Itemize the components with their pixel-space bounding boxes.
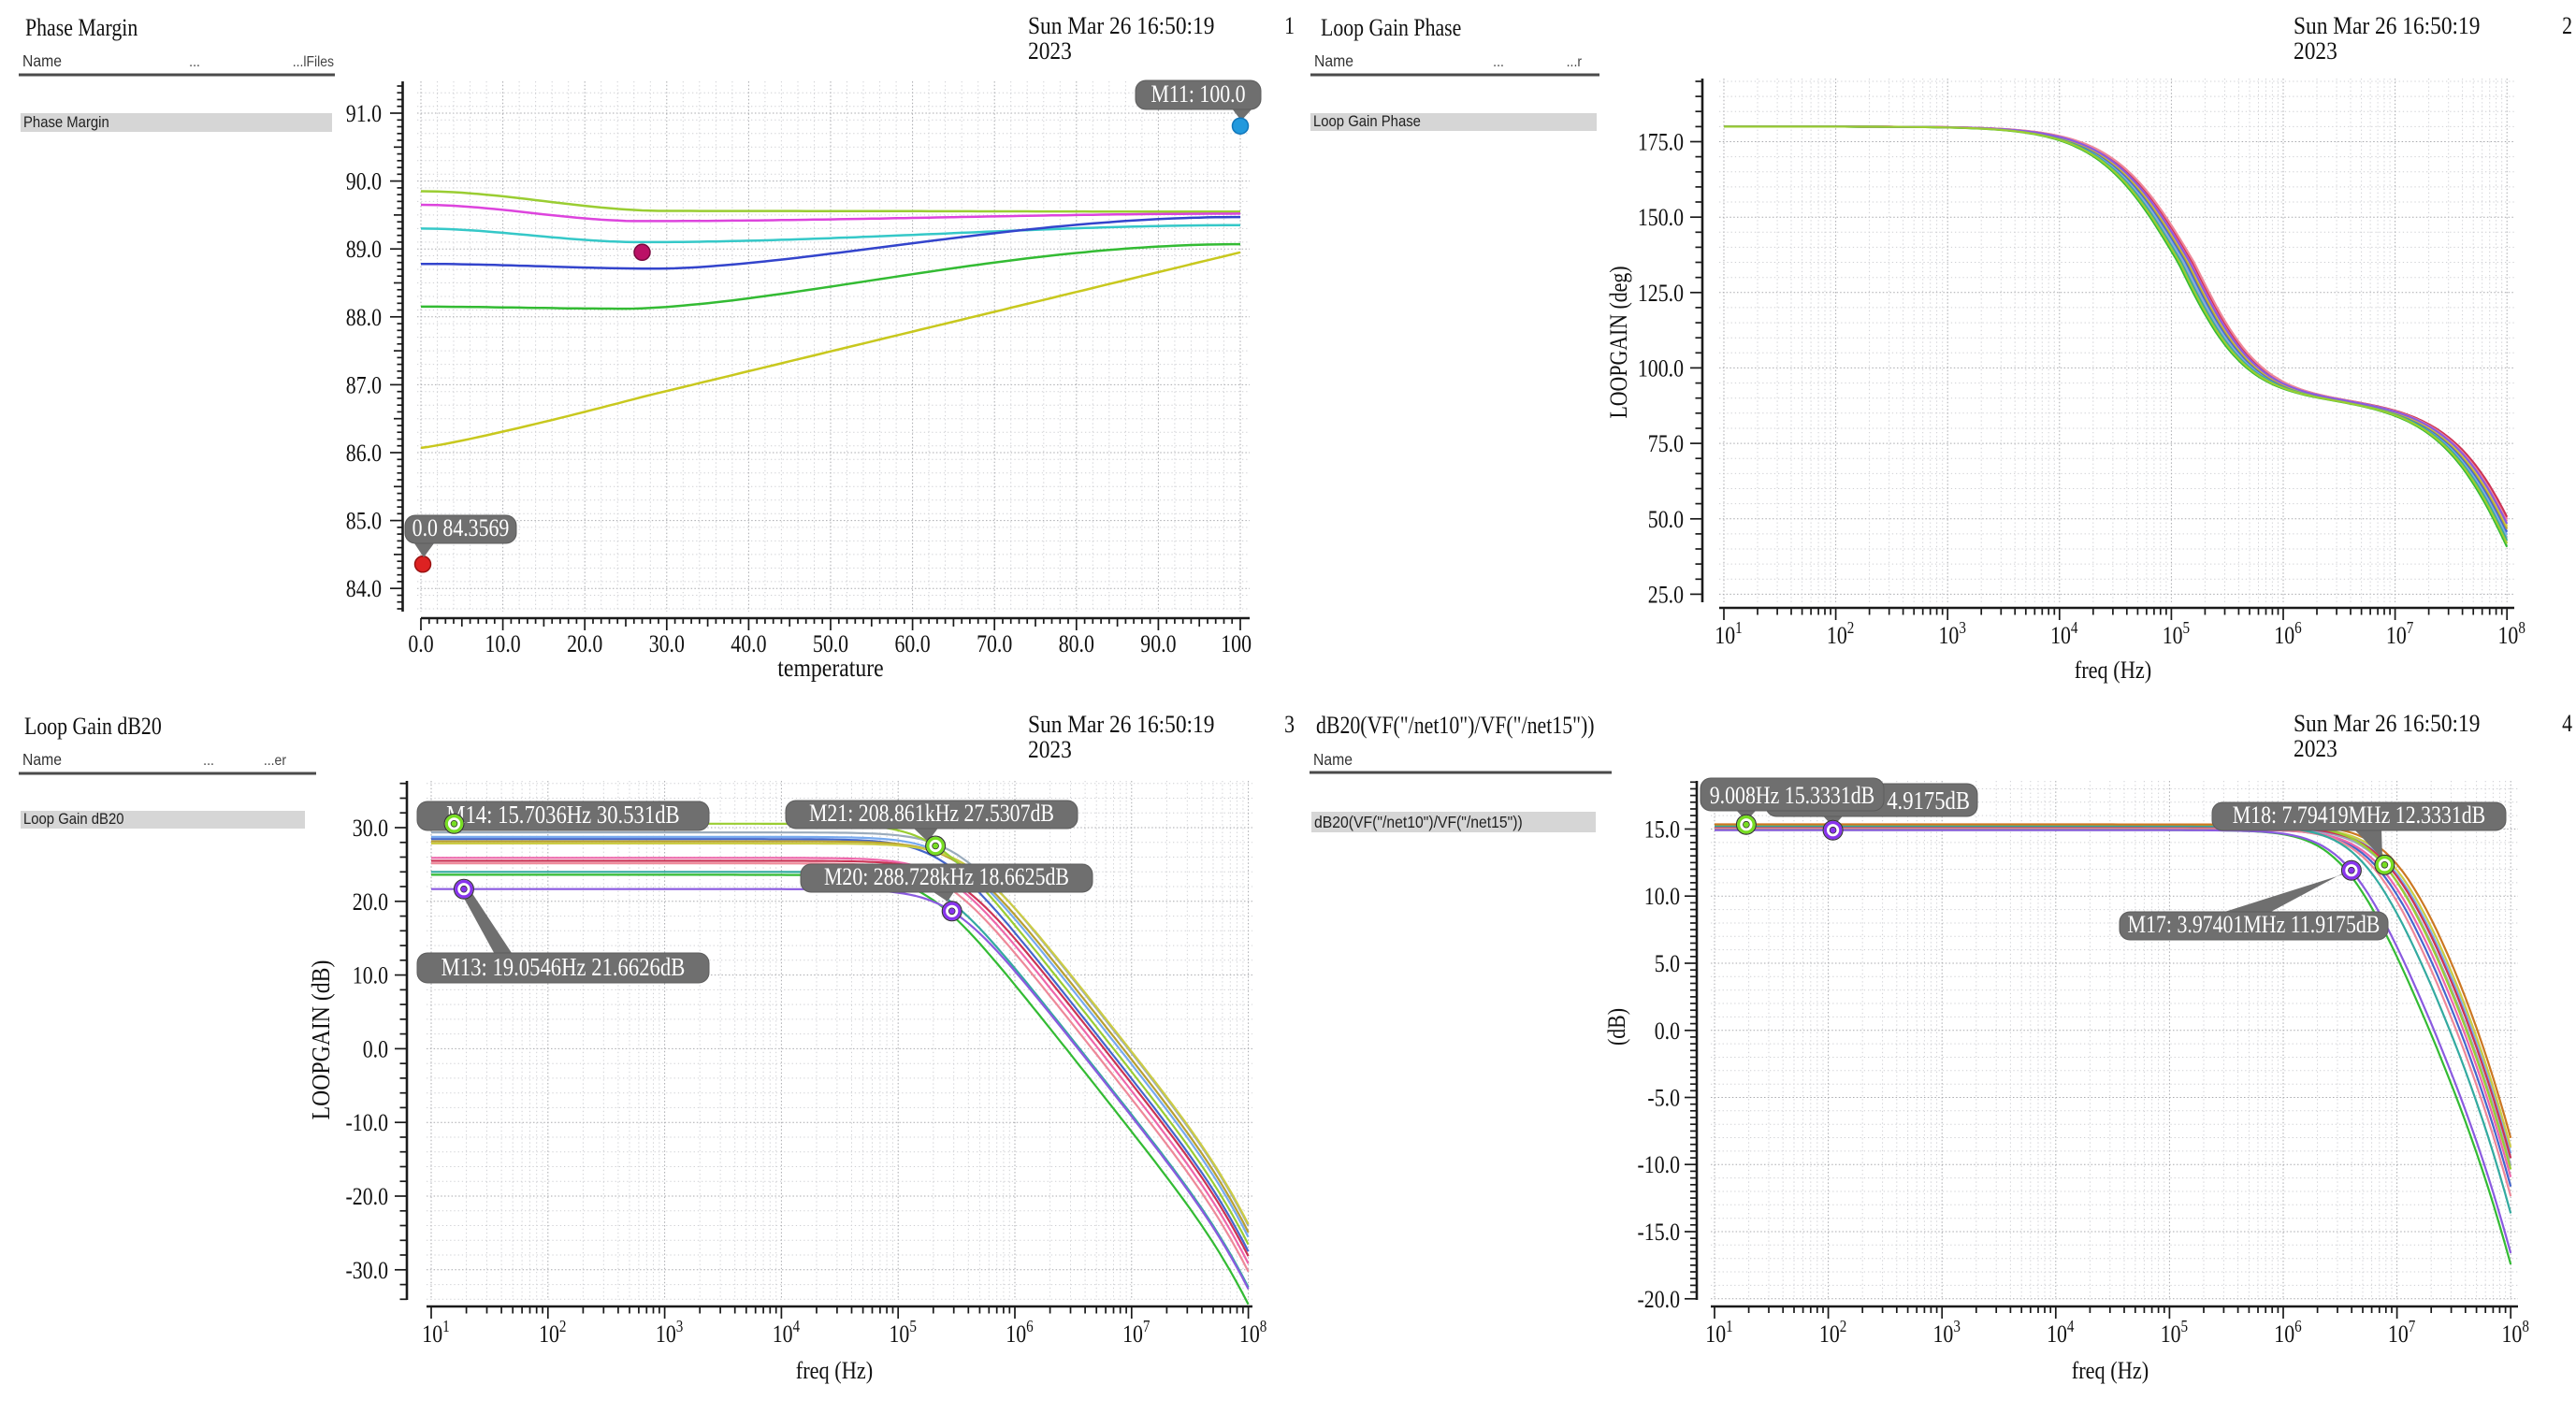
svg-text:4.9175dB: 4.9175dB — [1887, 787, 1970, 815]
svg-text:0.0: 0.0 — [1655, 1018, 1680, 1045]
svg-text:LOOPGAIN (dB): LOOPGAIN (dB) — [307, 960, 336, 1120]
svg-text:M18: 7.79419MHz 12.3331dB: M18: 7.79419MHz 12.3331dB — [2233, 802, 2485, 829]
svg-text:-30.0: -30.0 — [346, 1258, 388, 1284]
svg-text:-10.0: -10.0 — [346, 1111, 388, 1137]
svg-text:106: 106 — [2274, 618, 2301, 650]
svg-text:70.0: 70.0 — [977, 631, 1012, 657]
svg-text:4: 4 — [2562, 711, 2572, 737]
svg-text:102: 102 — [1819, 1317, 1846, 1349]
svg-text:2023: 2023 — [2294, 38, 2337, 65]
svg-text:9.008Hz 15.3331dB: 9.008Hz 15.3331dB — [1710, 783, 1874, 809]
svg-text:0.0: 0.0 — [408, 631, 433, 657]
svg-text:40.0: 40.0 — [731, 631, 766, 657]
svg-text:15.0: 15.0 — [1644, 817, 1680, 844]
svg-text:90.0: 90.0 — [346, 169, 382, 195]
svg-text:freq (Hz): freq (Hz) — [2075, 656, 2152, 684]
svg-text:temperature: temperature — [777, 654, 883, 683]
svg-text:Name: Name — [1313, 750, 1353, 769]
svg-text:30.0: 30.0 — [649, 631, 685, 657]
svg-text:Phase Margin: Phase Margin — [23, 114, 109, 131]
svg-text:20.0: 20.0 — [567, 631, 602, 657]
svg-text:...: ... — [189, 53, 200, 70]
svg-text:20.0: 20.0 — [353, 889, 388, 916]
svg-text:dB20(VF("/net10")/VF("/net15"): dB20(VF("/net10")/VF("/net15")) — [1316, 713, 1595, 739]
svg-text:91.0: 91.0 — [346, 101, 382, 127]
svg-text:-20.0: -20.0 — [346, 1184, 388, 1210]
svg-text:Name: Name — [22, 51, 62, 70]
svg-text:...r: ...r — [1567, 53, 1582, 70]
svg-text:M17: 3.97401MHz 11.9175dB: M17: 3.97401MHz 11.9175dB — [2128, 912, 2381, 938]
svg-text:M20: 288.728kHz 18.6625dB: M20: 288.728kHz 18.6625dB — [824, 864, 1069, 890]
svg-text:M11: 100.0: M11: 100.0 — [1151, 81, 1245, 108]
svg-text:(dB): (dB) — [1604, 1008, 1630, 1046]
svg-text:Loop Gain Phase: Loop Gain Phase — [1321, 15, 1461, 41]
svg-text:-20.0: -20.0 — [1638, 1287, 1680, 1313]
svg-text:50.0: 50.0 — [813, 631, 848, 657]
svg-text:Sun Mar 26 16:50:19: Sun Mar 26 16:50:19 — [1028, 712, 1214, 738]
svg-text:Phase Margin: Phase Margin — [25, 15, 137, 41]
svg-text:75.0: 75.0 — [1648, 431, 1684, 457]
svg-text:-10.0: -10.0 — [1638, 1153, 1680, 1179]
svg-text:10.0: 10.0 — [353, 963, 388, 989]
svg-text:2023: 2023 — [1028, 38, 1072, 65]
svg-text:freq (Hz): freq (Hz) — [2072, 1357, 2149, 1384]
svg-text:LOOPGAIN (deg): LOOPGAIN (deg) — [1606, 266, 1632, 418]
svg-text:2023: 2023 — [1028, 737, 1072, 763]
svg-text:102: 102 — [1827, 618, 1854, 650]
svg-text:-5.0: -5.0 — [1647, 1086, 1680, 1112]
svg-text:89.0: 89.0 — [346, 238, 382, 264]
svg-text:Sun Mar 26 16:50:19: Sun Mar 26 16:50:19 — [2294, 13, 2480, 39]
svg-text:M13: 19.0546Hz 21.6626dB: M13: 19.0546Hz 21.6626dB — [441, 954, 686, 981]
svg-text:87.0: 87.0 — [346, 373, 382, 399]
svg-text:...: ... — [203, 752, 214, 769]
svg-text:Name: Name — [1314, 51, 1353, 70]
svg-text:freq (Hz): freq (Hz) — [796, 1357, 874, 1384]
svg-text:Loop Gain dB20: Loop Gain dB20 — [23, 811, 124, 828]
svg-text:150.0: 150.0 — [1638, 206, 1684, 232]
svg-text:...: ... — [1493, 53, 1504, 70]
svg-text:Loop Gain dB20: Loop Gain dB20 — [24, 714, 162, 740]
svg-text:10.0: 10.0 — [1644, 885, 1680, 911]
svg-text:Name: Name — [22, 750, 62, 769]
svg-text:2023: 2023 — [2294, 736, 2337, 762]
svg-text:85.0: 85.0 — [346, 509, 382, 535]
svg-text:Loop Gain Phase: Loop Gain Phase — [1313, 113, 1421, 130]
svg-text:50.0: 50.0 — [1648, 507, 1684, 533]
svg-text:90.0: 90.0 — [1140, 631, 1176, 657]
svg-text:80.0: 80.0 — [1059, 631, 1094, 657]
svg-text:...er: ...er — [264, 752, 286, 769]
svg-text:1: 1 — [1284, 13, 1295, 39]
svg-text:...lFiles: ...lFiles — [293, 53, 334, 70]
svg-text:0.0: 0.0 — [363, 1037, 388, 1063]
svg-text:0.0 84.3569: 0.0 84.3569 — [412, 515, 510, 541]
svg-text:60.0: 60.0 — [894, 631, 930, 657]
svg-text:-15.0: -15.0 — [1638, 1219, 1680, 1246]
svg-text:100.0: 100.0 — [1638, 356, 1684, 382]
svg-text:105: 105 — [890, 1317, 917, 1349]
svg-text:dB20(VF("/net10")/VF("/net15"): dB20(VF("/net10")/VF("/net15")) — [1314, 813, 1523, 831]
svg-text:175.0: 175.0 — [1638, 130, 1684, 156]
svg-text:Sun Mar 26 16:50:19: Sun Mar 26 16:50:19 — [1028, 13, 1214, 39]
svg-text:100: 100 — [1221, 631, 1252, 657]
svg-text:84.0: 84.0 — [346, 577, 382, 603]
svg-text:10.0: 10.0 — [485, 631, 520, 657]
svg-text:125.0: 125.0 — [1638, 281, 1684, 307]
svg-text:25.0: 25.0 — [1648, 583, 1684, 609]
svg-text:3: 3 — [1284, 712, 1295, 738]
svg-text:88.0: 88.0 — [346, 305, 382, 331]
svg-text:5.0: 5.0 — [1655, 951, 1680, 977]
svg-text:102: 102 — [539, 1317, 566, 1349]
svg-text:Sun Mar 26 16:50:19: Sun Mar 26 16:50:19 — [2294, 711, 2480, 737]
svg-text:30.0: 30.0 — [353, 815, 388, 842]
svg-text:86.0: 86.0 — [346, 440, 382, 467]
svg-text:M14: 15.7036Hz 30.531dB: M14: 15.7036Hz 30.531dB — [446, 801, 679, 829]
svg-text:M21: 208.861kHz 27.5307dB: M21: 208.861kHz 27.5307dB — [809, 801, 1054, 827]
svg-text:2: 2 — [2562, 13, 2572, 39]
